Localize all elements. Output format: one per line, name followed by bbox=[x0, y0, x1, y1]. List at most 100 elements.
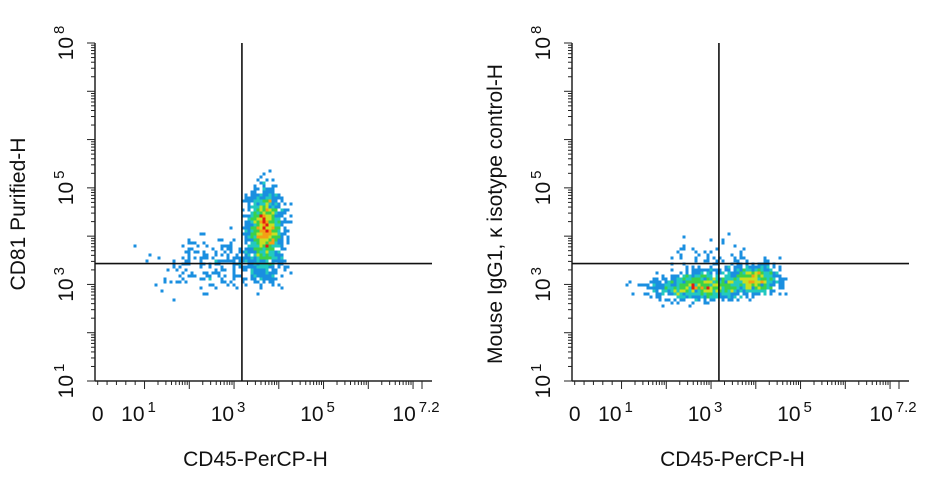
event-dot bbox=[715, 274, 719, 278]
event-dot bbox=[709, 280, 713, 284]
event-dot bbox=[253, 235, 257, 239]
event-dot bbox=[676, 292, 680, 296]
event-dot bbox=[280, 211, 284, 215]
event-dot bbox=[754, 268, 758, 272]
event-dot bbox=[220, 277, 224, 281]
event-dot bbox=[265, 271, 269, 275]
event-dot bbox=[649, 295, 653, 299]
event-dot bbox=[700, 274, 704, 278]
event-dot bbox=[730, 253, 734, 257]
event-dot bbox=[766, 265, 770, 269]
event-dot bbox=[271, 247, 275, 251]
event-dot bbox=[757, 271, 761, 275]
event-dot bbox=[757, 289, 761, 293]
event-dot bbox=[667, 280, 671, 284]
event-dot bbox=[256, 250, 260, 254]
event-dot bbox=[268, 235, 272, 239]
event-dot bbox=[766, 283, 770, 287]
event-dot bbox=[727, 232, 731, 236]
event-dot bbox=[679, 256, 683, 260]
event-dot bbox=[247, 208, 251, 212]
event-dot bbox=[259, 253, 263, 257]
event-dot bbox=[706, 286, 710, 290]
event-dot bbox=[256, 280, 260, 284]
event-dot bbox=[760, 268, 764, 272]
event-dot bbox=[691, 286, 695, 290]
event-dot bbox=[256, 241, 260, 245]
event-dot bbox=[742, 277, 746, 281]
event-dot bbox=[229, 250, 233, 254]
event-dot bbox=[241, 265, 245, 269]
event-dot bbox=[778, 277, 782, 281]
event-dot bbox=[667, 289, 671, 293]
event-dot bbox=[181, 271, 185, 275]
event-dot bbox=[220, 244, 224, 248]
event-dot bbox=[706, 292, 710, 296]
event-dot bbox=[271, 196, 275, 200]
event-dot bbox=[202, 271, 206, 275]
event-dot bbox=[262, 280, 266, 284]
event-dot bbox=[712, 289, 716, 293]
event-dot bbox=[274, 202, 278, 206]
event-dot bbox=[193, 274, 197, 278]
event-dot bbox=[277, 244, 281, 248]
event-dot bbox=[730, 286, 734, 290]
event-dot bbox=[244, 232, 248, 236]
event-dot bbox=[778, 265, 782, 269]
event-dot bbox=[289, 202, 293, 206]
event-dot bbox=[706, 256, 710, 260]
event-dot bbox=[712, 268, 716, 272]
event-dot bbox=[250, 235, 254, 239]
event-dot bbox=[706, 280, 710, 284]
event-dot bbox=[259, 256, 263, 260]
event-dot bbox=[241, 256, 245, 260]
event-dot bbox=[259, 259, 263, 263]
event-dot bbox=[751, 277, 755, 281]
event-dot bbox=[730, 277, 734, 281]
event-dot bbox=[265, 217, 269, 221]
event-dot bbox=[166, 268, 170, 272]
event-dot bbox=[280, 253, 284, 257]
event-dot bbox=[661, 304, 665, 308]
event-dot bbox=[250, 268, 254, 272]
event-dot bbox=[199, 265, 203, 269]
event-dot bbox=[268, 265, 272, 269]
event-dot bbox=[259, 175, 263, 179]
event-dot bbox=[232, 265, 236, 269]
event-dot bbox=[253, 187, 257, 191]
event-dot bbox=[265, 232, 269, 236]
event-dot bbox=[175, 280, 179, 284]
event-dot bbox=[739, 295, 743, 299]
event-dot bbox=[778, 274, 782, 278]
event-dot bbox=[250, 244, 254, 248]
event-dot bbox=[244, 241, 248, 245]
event-dot bbox=[733, 271, 737, 275]
event-dot bbox=[238, 247, 242, 251]
event-dot bbox=[661, 286, 665, 290]
event-dots bbox=[625, 232, 788, 308]
event-dot bbox=[259, 220, 263, 224]
event-dot bbox=[685, 292, 689, 296]
event-dot bbox=[748, 277, 752, 281]
event-dot bbox=[271, 277, 275, 281]
event-dot bbox=[271, 214, 275, 218]
event-dot bbox=[262, 238, 266, 242]
event-dot bbox=[226, 253, 230, 257]
event-dot bbox=[703, 289, 707, 293]
event-dot bbox=[781, 277, 785, 281]
event-dot bbox=[781, 283, 785, 287]
event-dot bbox=[646, 286, 650, 290]
event-dot bbox=[781, 286, 785, 290]
event-dot bbox=[760, 286, 764, 290]
event-dot bbox=[745, 268, 749, 272]
event-dot bbox=[631, 292, 635, 296]
event-dot bbox=[706, 253, 710, 257]
event-dot bbox=[262, 235, 266, 239]
event-dot bbox=[226, 244, 230, 248]
event-dot bbox=[643, 292, 647, 296]
event-dot bbox=[268, 244, 272, 248]
event-dot bbox=[745, 274, 749, 278]
event-dot bbox=[280, 223, 284, 227]
event-dot bbox=[265, 199, 269, 203]
event-dot bbox=[277, 232, 281, 236]
